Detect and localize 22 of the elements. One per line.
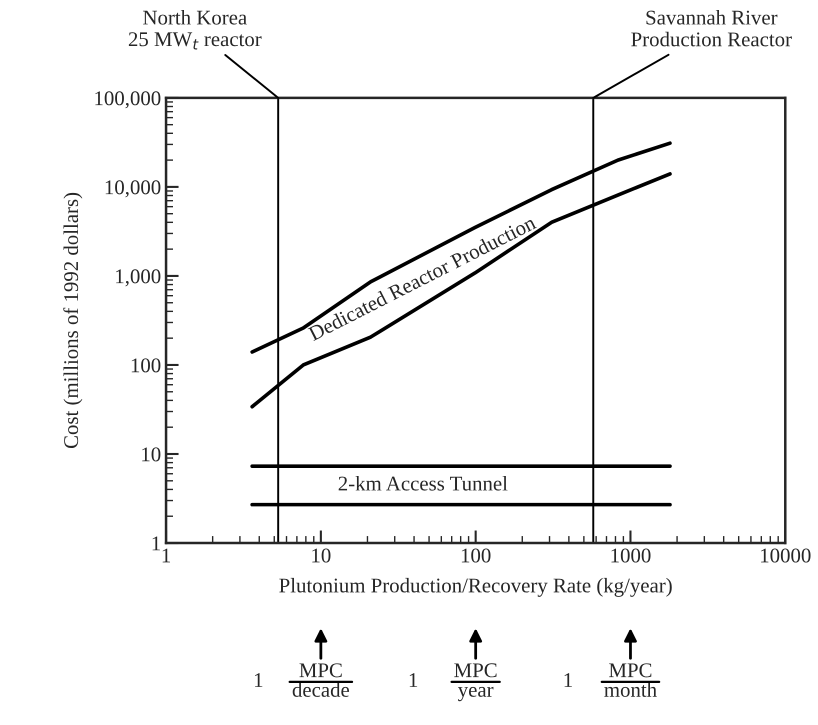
text: MPC decade	[292, 663, 350, 697]
y-tick-label: 1,000	[116, 269, 160, 286]
ref-line-label: North Korea 25 MW$_{t}$ reactor	[128, 10, 262, 50]
text: MPC month	[604, 663, 657, 697]
text: 1	[254, 673, 262, 687]
text: MPC year	[454, 663, 497, 702]
x-tick-label: 1000	[611, 548, 651, 563]
x-tick-label: 10	[312, 548, 330, 563]
series-label: 2-km Access Tunnel	[338, 476, 508, 491]
x-tick-label: 1	[162, 548, 170, 562]
x-tick-label: 10000	[761, 548, 811, 563]
y-tick-label: 10,000	[106, 180, 160, 198]
ref-line-label: Savannah River Production Reactor	[631, 10, 792, 46]
x-axis-title: Plutonium Production/Recovery Rate (kg/year)	[279, 578, 672, 597]
y-axis-title: Cost (millions of 1992 dollars)	[63, 192, 82, 448]
y-tick-label: 1	[152, 536, 160, 550]
text: 1	[410, 673, 418, 687]
text: 1	[564, 673, 572, 687]
y-tick-label: 10	[142, 447, 160, 462]
x-tick-label: 100	[462, 548, 490, 563]
y-tick-label: 100	[132, 358, 160, 372]
y-tick-label: 100,000	[95, 91, 160, 108]
